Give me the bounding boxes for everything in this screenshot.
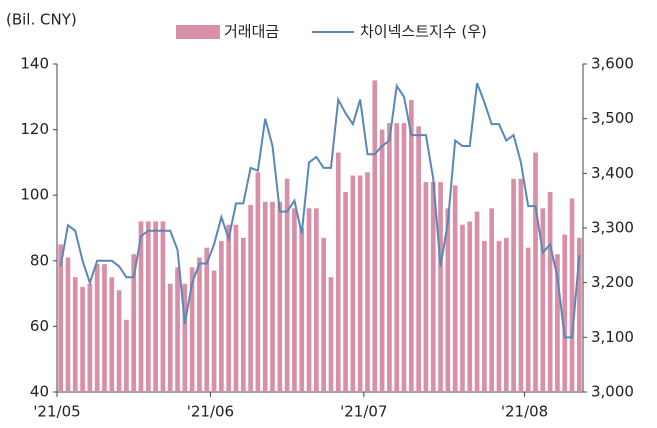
y-tick-label: 120 — [20, 120, 49, 138]
bar — [350, 175, 356, 392]
bar — [248, 205, 253, 392]
bar — [533, 152, 538, 392]
bar — [233, 224, 239, 392]
bar — [94, 264, 100, 392]
bar — [182, 283, 188, 392]
x-tick-label: '21/08 — [501, 403, 548, 421]
bar — [72, 277, 78, 392]
bar — [277, 201, 283, 392]
bar — [430, 182, 436, 392]
x-tick-label: '21/06 — [187, 403, 234, 421]
bar — [467, 221, 473, 392]
bar — [292, 208, 297, 392]
bar — [357, 175, 363, 392]
bar — [226, 224, 232, 392]
bar — [197, 257, 202, 392]
bar — [518, 178, 524, 392]
y2-tick-label: 3,600 — [591, 55, 634, 73]
y-tick-label: 80 — [30, 251, 49, 269]
bar — [401, 123, 407, 392]
y-tick-label: 60 — [30, 317, 49, 335]
bar — [284, 178, 290, 392]
bar — [321, 237, 326, 392]
bar — [102, 264, 107, 392]
bar — [460, 224, 465, 392]
bar — [525, 247, 531, 392]
bar — [445, 208, 451, 392]
legend-label: 거래대금 — [224, 23, 279, 41]
bar — [314, 208, 319, 392]
bar — [540, 208, 546, 392]
bar — [372, 80, 378, 393]
bar — [343, 191, 348, 392]
bar — [306, 208, 312, 392]
bar — [262, 201, 268, 392]
bar — [387, 123, 392, 392]
bar — [474, 211, 480, 392]
y2-tick-label: 3,200 — [591, 273, 634, 291]
bar — [299, 228, 305, 392]
bar — [58, 244, 63, 392]
bar — [379, 129, 385, 392]
y2-tick-label: 3,300 — [591, 219, 634, 237]
bar — [270, 201, 275, 392]
y-tick-label: 140 — [20, 55, 49, 73]
bar — [160, 221, 166, 392]
bar — [167, 283, 173, 392]
bar — [416, 126, 421, 392]
bar — [562, 234, 568, 392]
line — [59, 82, 581, 339]
bar — [175, 267, 180, 392]
bar — [555, 254, 560, 392]
bar — [204, 247, 210, 392]
bar — [335, 152, 341, 392]
bar — [569, 198, 575, 392]
bar — [153, 221, 158, 392]
bar — [328, 277, 334, 392]
bar — [65, 257, 71, 392]
y2-tick-label: 3,000 — [591, 383, 634, 401]
bar — [496, 241, 502, 392]
bar — [219, 241, 224, 392]
bar — [482, 241, 487, 392]
bar — [394, 123, 400, 392]
y-tick-label: 100 — [20, 186, 49, 204]
bar — [138, 221, 144, 392]
bar — [255, 172, 261, 392]
bar — [109, 277, 115, 392]
bar — [438, 182, 443, 392]
bar — [124, 319, 129, 392]
bar — [131, 254, 137, 392]
bar — [116, 290, 122, 392]
y2-tick-label: 3,400 — [591, 164, 634, 182]
bar — [240, 237, 246, 392]
legend-swatch-bar — [176, 25, 220, 39]
legend-label: 차이넥스트지수 (우) — [360, 23, 487, 41]
bar — [408, 100, 414, 392]
bar — [365, 172, 370, 392]
bar — [547, 191, 553, 392]
x-tick-label: '21/05 — [33, 403, 80, 421]
bar — [577, 237, 582, 392]
bar — [423, 182, 429, 392]
y-tick-label: 40 — [30, 383, 49, 401]
x-tick-label: '21/07 — [340, 403, 387, 421]
bar — [489, 208, 495, 392]
bar — [145, 221, 151, 392]
y2-tick-label: 3,500 — [591, 109, 634, 127]
y2-tick-label: 3,100 — [591, 328, 634, 346]
bar — [87, 283, 93, 392]
bar — [511, 178, 516, 392]
bar — [80, 287, 85, 392]
bar — [189, 267, 195, 392]
bar — [452, 185, 458, 392]
bar — [211, 270, 217, 392]
y-axis-label: (Bil. CNY) — [6, 11, 77, 29]
bar — [503, 237, 509, 392]
